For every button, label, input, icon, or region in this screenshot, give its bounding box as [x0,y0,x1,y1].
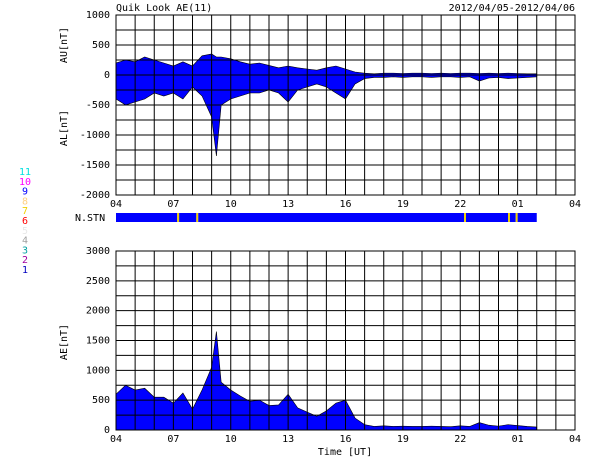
y-tick-label: 500 [92,40,110,51]
x-tick-label: 10 [225,199,237,210]
station-segment [465,213,509,222]
station-segment [508,213,510,222]
x-tick-label: 13 [282,434,294,445]
legend-entry: 4 [22,236,28,247]
station-segment [116,213,178,222]
plot-frame [115,250,576,431]
x-tick-label: 19 [397,434,409,445]
y-tick-label: -2000 [80,190,110,201]
y-axis-label: AU[nT] [59,27,70,63]
station-segment [517,213,537,222]
x-tick-label: 22 [454,434,466,445]
y-tick-label: 1500 [86,336,110,347]
x-tick-label: 16 [339,434,351,445]
legend-entry: 8 [22,196,28,207]
x-tick-label: 01 [512,199,524,210]
legend-entry: 7 [22,206,28,217]
y-tick-label: -1000 [80,130,110,141]
x-tick-label: 19 [397,199,409,210]
y-axis-label: AE[nT] [59,324,70,360]
station-segment [177,213,180,222]
y-tick-label: 1000 [86,365,110,376]
y-tick-label: 2000 [86,306,110,317]
y-tick-label: 0 [104,425,110,436]
legend-entry: 6 [22,216,28,227]
legend-entry: 11 [19,167,31,178]
station-segment [464,213,466,222]
x-tick-label: 04 [110,434,122,445]
station-segment [509,213,516,222]
x-tick-label: 07 [167,434,179,445]
x-tick-label: 10 [225,434,237,445]
y-tick-label: 3000 [86,246,110,257]
x-tick-label: 22 [454,199,466,210]
x-tick-label: 04 [569,434,581,445]
legend-entry: 5 [22,226,28,237]
date-range: 2012/04/05-2012/04/06 [449,3,575,14]
x-tick-label: 04 [110,199,122,210]
y-tick-label: 1000 [86,10,110,21]
station-segment [198,213,465,222]
legend-entry: 3 [22,245,28,256]
x-tick-label: 04 [569,199,581,210]
plot-frame [115,14,576,196]
y-tick-label: -500 [86,100,110,111]
x-tick-label: 01 [512,434,524,445]
y-axis-label: AL[nT] [59,110,70,146]
legend-entry: 9 [22,187,28,198]
legend-entry: 2 [22,255,28,266]
station-segment [179,213,197,222]
station-segment [196,213,199,222]
y-tick-label: -1500 [80,160,110,171]
legend-entry: 1 [22,265,28,276]
stations-label: N.STN [75,213,105,224]
station-segment [515,213,518,222]
y-tick-label: 0 [104,70,110,81]
x-axis-label: Time [UT] [318,447,372,458]
y-tick-label: 2500 [86,276,110,287]
chart-title: Quik Look AE(11) [116,3,212,14]
x-tick-label: 16 [339,199,351,210]
x-tick-label: 13 [282,199,294,210]
legend-entry: 10 [19,177,31,188]
y-tick-label: 500 [92,395,110,406]
x-tick-label: 07 [167,199,179,210]
